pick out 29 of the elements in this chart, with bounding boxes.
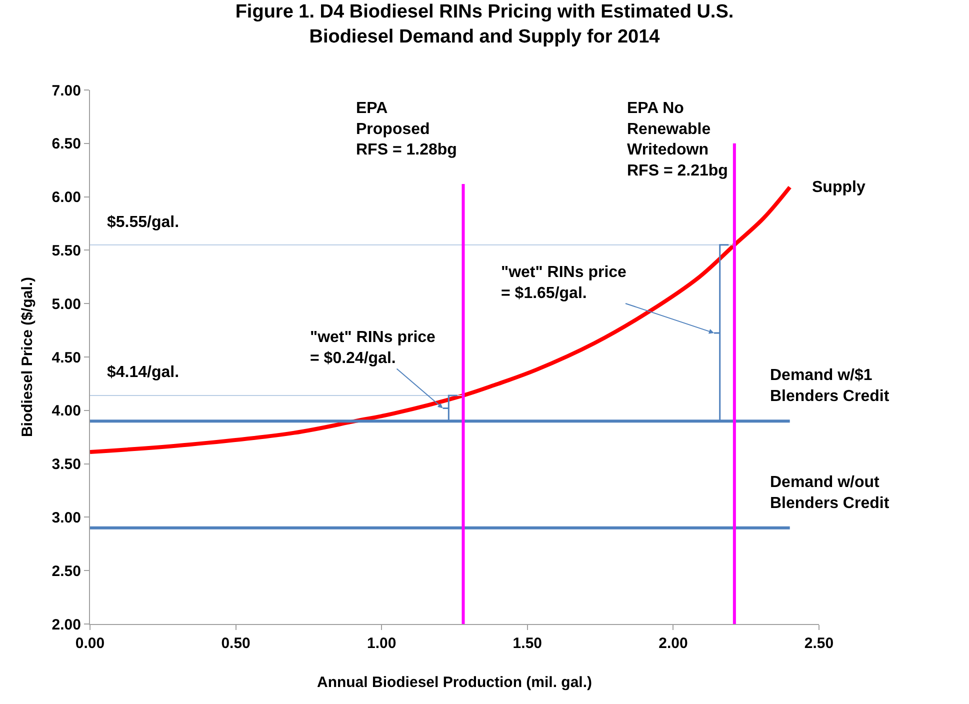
x-tick-label: 1.00	[367, 635, 396, 652]
y-tick-label: 6.00	[52, 189, 81, 206]
x-tick-label: 2.50	[804, 635, 834, 652]
series-label: $5.55/gal.	[107, 214, 180, 231]
y-tick-label: 2.00	[52, 616, 81, 634]
series-label: $4.14/gal.	[107, 364, 180, 381]
series-label: Demand w/out Blenders Credit	[770, 474, 890, 512]
y-tick-label: 4.00	[52, 402, 81, 420]
series-label: Demand w/$1 Blenders Credit	[770, 367, 890, 405]
y-tick-label: 2.50	[52, 562, 81, 580]
y-tick-label: 3.50	[52, 456, 81, 474]
y-tick-label: 5.00	[52, 296, 81, 313]
x-tick-label: 2.00	[658, 635, 688, 652]
y-axis-title: Biodiesel Price ($/gal.)	[19, 276, 36, 438]
series-label: Supply	[812, 179, 866, 196]
x-axis-title: Annual Biodiesel Production (mil. gal.)	[316, 674, 592, 691]
chart-title: Figure 1. D4 Biodiesel RINs Pricing with Estimated U.S. Biodiesel Demand and Supply for 2014	[235, 2, 734, 48]
y-tick-label: 7.00	[52, 82, 81, 100]
series-label: EPA Proposed RFS = 1.28bg	[356, 100, 457, 159]
y-tick-label: 5.50	[52, 242, 81, 260]
annotation: "wet" RINs price = $0.24/gal.	[310, 329, 436, 367]
x-tick-label: 0.50	[221, 635, 250, 652]
series-label: EPA No Renewable Writedown RFS = 2.21bg	[627, 100, 728, 180]
x-tick-label: 0.00	[75, 635, 105, 652]
x-tick-label: 1.50	[512, 635, 542, 652]
y-tick-label: 6.50	[52, 136, 81, 153]
y-tick-label: 4.50	[52, 349, 81, 366]
annotation: "wet" RINs price = $1.65/gal.	[501, 264, 627, 302]
y-tick-label: 3.00	[52, 509, 81, 526]
